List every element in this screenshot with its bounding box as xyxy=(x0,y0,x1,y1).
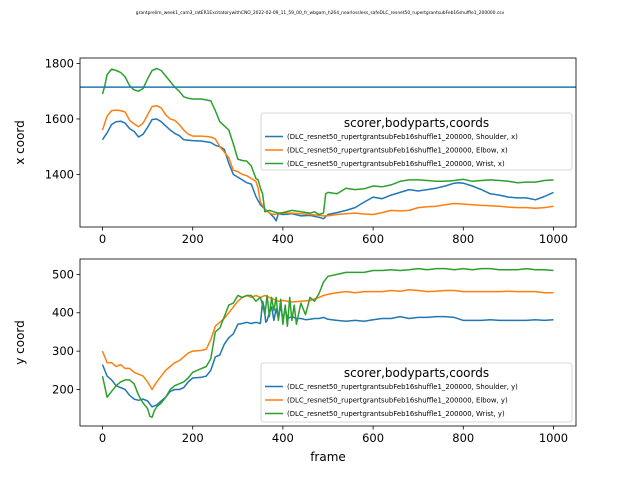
series-line-elbow xyxy=(101,104,554,217)
legend-box xyxy=(260,112,573,171)
legend-entry-elbow: (DLC_resnet50_rupertgrantsubFeb16shuffle… xyxy=(287,397,508,405)
legend-entry-wrist: (DLC_resnet50_rupertgrantsubFeb16shuffle… xyxy=(287,410,505,418)
legend-box xyxy=(260,362,573,423)
x-tick-label: 200 xyxy=(182,232,204,246)
x-tick-label: 600 xyxy=(362,232,384,246)
y-tick-label: 400 xyxy=(52,306,74,320)
series-line-elbow xyxy=(101,288,554,391)
x-tick-label: 0 xyxy=(99,431,106,445)
y-tick-label: 500 xyxy=(52,267,74,281)
axes-frame xyxy=(79,57,577,228)
y-coord-plot: 0 200 400 600 800 1000 200 300 400 500 y coord fram… xyxy=(13,258,577,464)
x-tick-label: 400 xyxy=(272,431,294,445)
x-tick-label: 1000 xyxy=(539,431,568,445)
y-tick-label: 1800 xyxy=(45,57,74,71)
y-tick-label: 1400 xyxy=(45,167,74,181)
legend-title: scorer,bodyparts,coords xyxy=(344,366,489,380)
series-line-wrist xyxy=(101,67,554,216)
y-tick-label: 1600 xyxy=(45,112,74,126)
x-tick-label: 800 xyxy=(452,431,474,445)
x-tick-label: 1000 xyxy=(539,232,568,246)
y-tick-label: 300 xyxy=(52,344,74,358)
x-tick-label: 600 xyxy=(362,431,384,445)
legend-entry-shoulder: (DLC_resnet50_rupertgrantsubFeb16shuffle… xyxy=(287,133,518,141)
figure-suptitle: grantprelim_week1_cam3_ratER1Excitatoryw… xyxy=(136,10,505,16)
series-group xyxy=(80,67,576,222)
legend: scorer,bodyparts,coords (DLC_resnet50_rup… xyxy=(260,362,573,423)
series-group xyxy=(101,267,554,418)
axes-frame xyxy=(79,258,577,427)
series-line-wrist xyxy=(101,267,554,418)
x-coord-plot: 0 200 400 600 800 1000 1400 1600 1800 x coord scor… xyxy=(13,57,577,246)
series-line-shoulder xyxy=(101,118,554,222)
y-tick-label: 200 xyxy=(52,383,74,397)
legend-title: scorer,bodyparts,coords xyxy=(344,116,489,130)
x-tick-label: 800 xyxy=(452,232,474,246)
y-axis-label: y coord xyxy=(13,320,27,365)
y-axis-label: x coord xyxy=(13,120,27,165)
legend-entry-shoulder: (DLC_resnet50_rupertgrantsubFeb16shuffle… xyxy=(287,383,518,391)
legend: scorer,bodyparts,coords (DLC_resnet50_rup… xyxy=(260,112,573,171)
x-tick-label: 400 xyxy=(272,232,294,246)
legend-entry-wrist: (DLC_resnet50_rupertgrantsubFeb16shuffle… xyxy=(287,160,505,168)
x-axis-label: frame xyxy=(310,450,346,464)
x-tick-label: 0 xyxy=(99,232,106,246)
x-tick-label: 200 xyxy=(182,431,204,445)
legend-entry-elbow: (DLC_resnet50_rupertgrantsubFeb16shuffle… xyxy=(287,147,508,155)
